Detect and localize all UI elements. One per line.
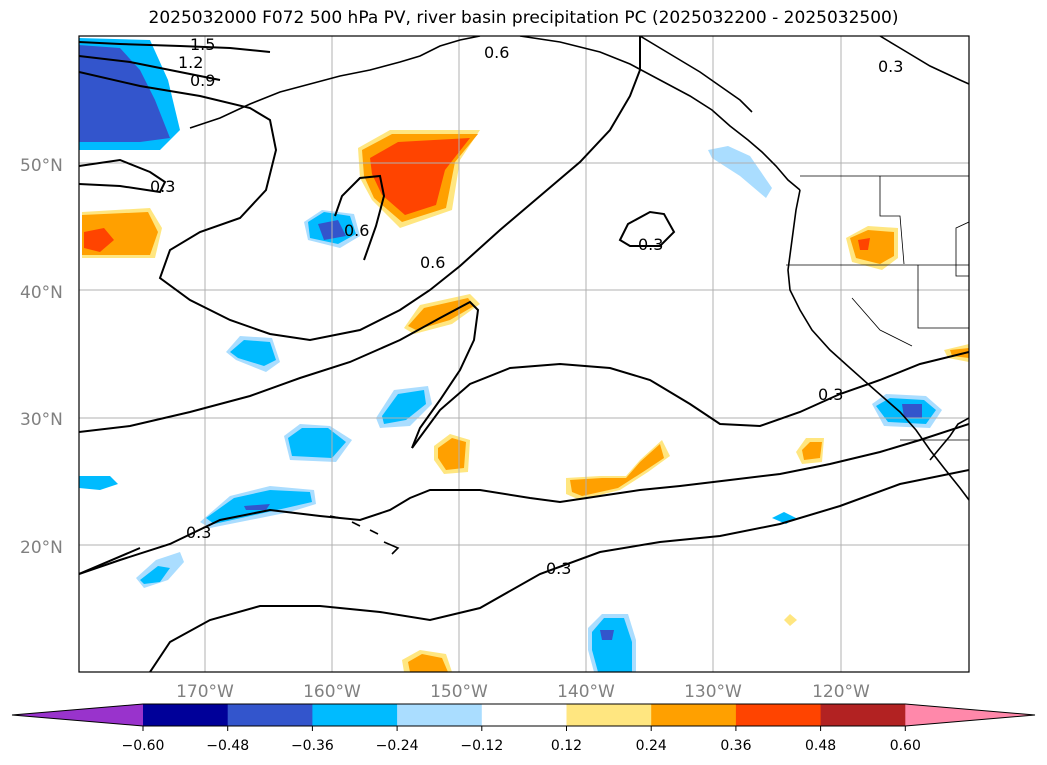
contour-label: 0.3 bbox=[150, 177, 175, 196]
colorbar-swatch bbox=[566, 704, 652, 726]
lat-label: 30°N bbox=[20, 410, 63, 430]
lat-label: 50°N bbox=[20, 156, 63, 176]
contour-label: 0.3 bbox=[546, 559, 571, 578]
colorbar-tick-label: −0.36 bbox=[291, 738, 334, 754]
colorbar-swatch bbox=[312, 704, 398, 726]
colorbar-swatch bbox=[735, 704, 822, 726]
lon-label: 160°W bbox=[303, 682, 361, 702]
contour-label: 1.5 bbox=[190, 35, 215, 54]
colorbar-tick-label: 0.36 bbox=[720, 738, 751, 754]
contour-label: 0.6 bbox=[344, 221, 369, 240]
colorbar: −0.60 −0.48 −0.36 −0.24 −0.12 0.12 0.24 0.36 0.4… bbox=[11, 703, 1036, 754]
map-frame bbox=[78, 35, 970, 673]
contour-label: 0.6 bbox=[420, 253, 445, 272]
precip-shading bbox=[79, 38, 969, 672]
map-title: 2025032000 F072 500 hPa PV, river basin … bbox=[148, 8, 899, 28]
colorbar-swatch bbox=[227, 704, 313, 726]
colorbar-tick-label: 0.48 bbox=[805, 738, 836, 754]
coastlines bbox=[189, 36, 969, 555]
colorbar-extend-max bbox=[905, 704, 1035, 726]
colorbar-tick-label: −0.48 bbox=[206, 738, 249, 754]
contour-label: 0.3 bbox=[818, 385, 843, 404]
colorbar-swatch bbox=[143, 704, 229, 726]
contour-label: 0.6 bbox=[484, 43, 509, 62]
contour-label: 1.2 bbox=[178, 53, 203, 72]
colorbar-swatch bbox=[820, 704, 906, 726]
colorbar-extend-min bbox=[12, 704, 143, 726]
contour-label: 0.9 bbox=[190, 71, 215, 90]
lon-label: 130°W bbox=[684, 682, 742, 702]
latitude-labels: 20°N 30°N 40°N 50°N bbox=[20, 156, 63, 558]
contour-label: 0.3 bbox=[878, 57, 903, 76]
colorbar-swatch bbox=[481, 704, 567, 726]
graticule bbox=[79, 36, 969, 672]
longitude-labels: 170°W 160°W 150°W 140°W 130°W 120°W bbox=[176, 682, 870, 702]
colorbar-tick-label: −0.60 bbox=[122, 738, 165, 754]
colorbar-swatch bbox=[651, 704, 737, 726]
pv-contours bbox=[79, 36, 969, 672]
contour-label: 0.3 bbox=[186, 523, 211, 542]
lon-label: 120°W bbox=[812, 682, 870, 702]
colorbar-tick-label: −0.12 bbox=[460, 738, 503, 754]
negative-precip-core bbox=[79, 45, 170, 142]
contour-label: 0.3 bbox=[638, 235, 663, 254]
lon-label: 150°W bbox=[430, 682, 488, 702]
colorbar-tick-label: 0.24 bbox=[636, 738, 667, 754]
colorbar-swatch bbox=[397, 704, 483, 726]
contour-labels: 1.5 1.2 0.9 0.6 0.3 0.3 0.6 0.6 0.3 0.3 … bbox=[150, 35, 903, 578]
colorbar-tick-label: 0.60 bbox=[890, 738, 921, 754]
lon-label: 140°W bbox=[557, 682, 615, 702]
lon-label: 170°W bbox=[176, 682, 234, 702]
lat-label: 20°N bbox=[20, 538, 63, 558]
map-content: 1.5 1.2 0.9 0.6 0.3 0.3 0.6 0.6 0.3 0.3 … bbox=[79, 35, 969, 672]
lat-label: 40°N bbox=[20, 283, 63, 303]
colorbar-tick-label: 0.12 bbox=[551, 738, 582, 754]
political-boundaries bbox=[786, 175, 969, 441]
colorbar-tick-label: −0.24 bbox=[376, 738, 419, 754]
